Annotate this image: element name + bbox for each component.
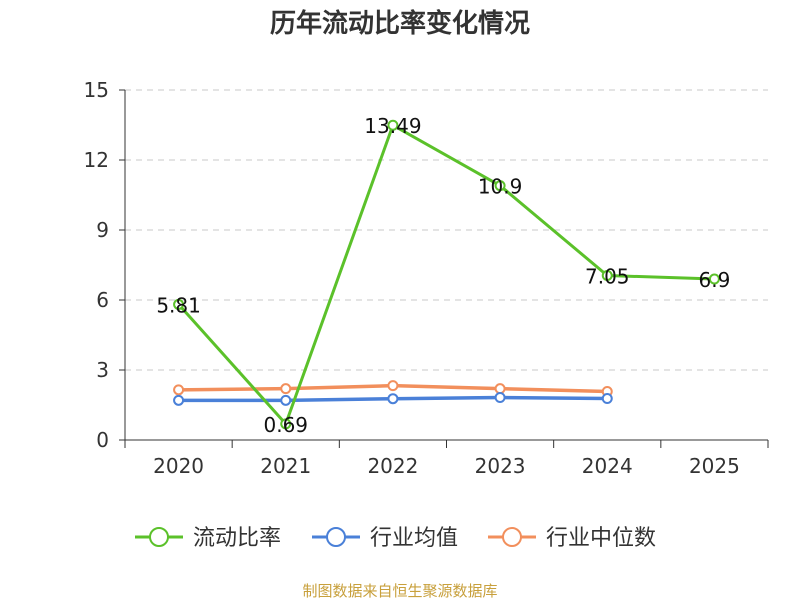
legend-item[interactable]: 流动比率 [135,526,281,551]
data-point [387,380,399,392]
legend-label: 行业均值 [370,526,458,551]
data-labels: 5.81 0.69 13.49 10.9 7.05 6.9 [156,114,730,437]
x-tick-label: 2022 [367,454,418,478]
data-point [494,392,506,404]
legend-marker [326,527,346,547]
chart-title: 历年流动比率变化情况 [270,8,530,39]
x-tick-label: 2025 [689,454,740,478]
x-tick-label: 2023 [475,454,526,478]
data-point [387,119,399,131]
y-tick-label: 12 [84,148,109,172]
legend-item[interactable]: 行业均值 [312,526,458,551]
axes: 0 3 6 9 12 15 2020 2021 2022 2023 2024 2025 [84,78,769,478]
legend: 流动比率 行业均值 行业中位数 [135,526,656,551]
data-point [494,383,506,395]
data-point [708,273,720,285]
legend-marker [149,527,169,547]
x-tick-label: 2020 [153,454,204,478]
y-tick-label: 3 [96,358,109,382]
data-point [387,393,399,405]
legend-item[interactable]: 行业中位数 [488,526,656,551]
data-point [280,383,292,395]
x-tick-label: 2021 [260,454,311,478]
data-label: 0.69 [263,413,308,437]
data-point [601,270,613,281]
data-point [601,392,613,404]
data-point [173,394,185,406]
y-tick-label: 0 [96,428,109,452]
data-label: 5.81 [156,293,201,317]
y-tick-label: 6 [96,288,109,312]
legend-marker [502,527,522,547]
data-point [280,418,292,430]
data-point [494,180,506,192]
data-point [173,384,185,396]
series-line [177,123,715,426]
legend-label: 流动比率 [193,526,281,551]
x-tick-label: 2024 [582,454,633,478]
y-tick-label: 9 [96,218,109,242]
data-point [173,298,185,310]
grid [125,89,768,371]
data-label: 10.9 [478,175,523,199]
y-tick-label: 15 [84,78,109,102]
series [173,119,720,430]
data-label: 6.9 [699,268,731,292]
data-point [280,394,292,406]
data-label: 7.05 [585,265,630,289]
legend-label: 行业中位数 [546,526,656,551]
data-label: 13.49 [364,114,421,138]
source-note: 制图数据来自恒生聚源数据库 [302,582,497,600]
